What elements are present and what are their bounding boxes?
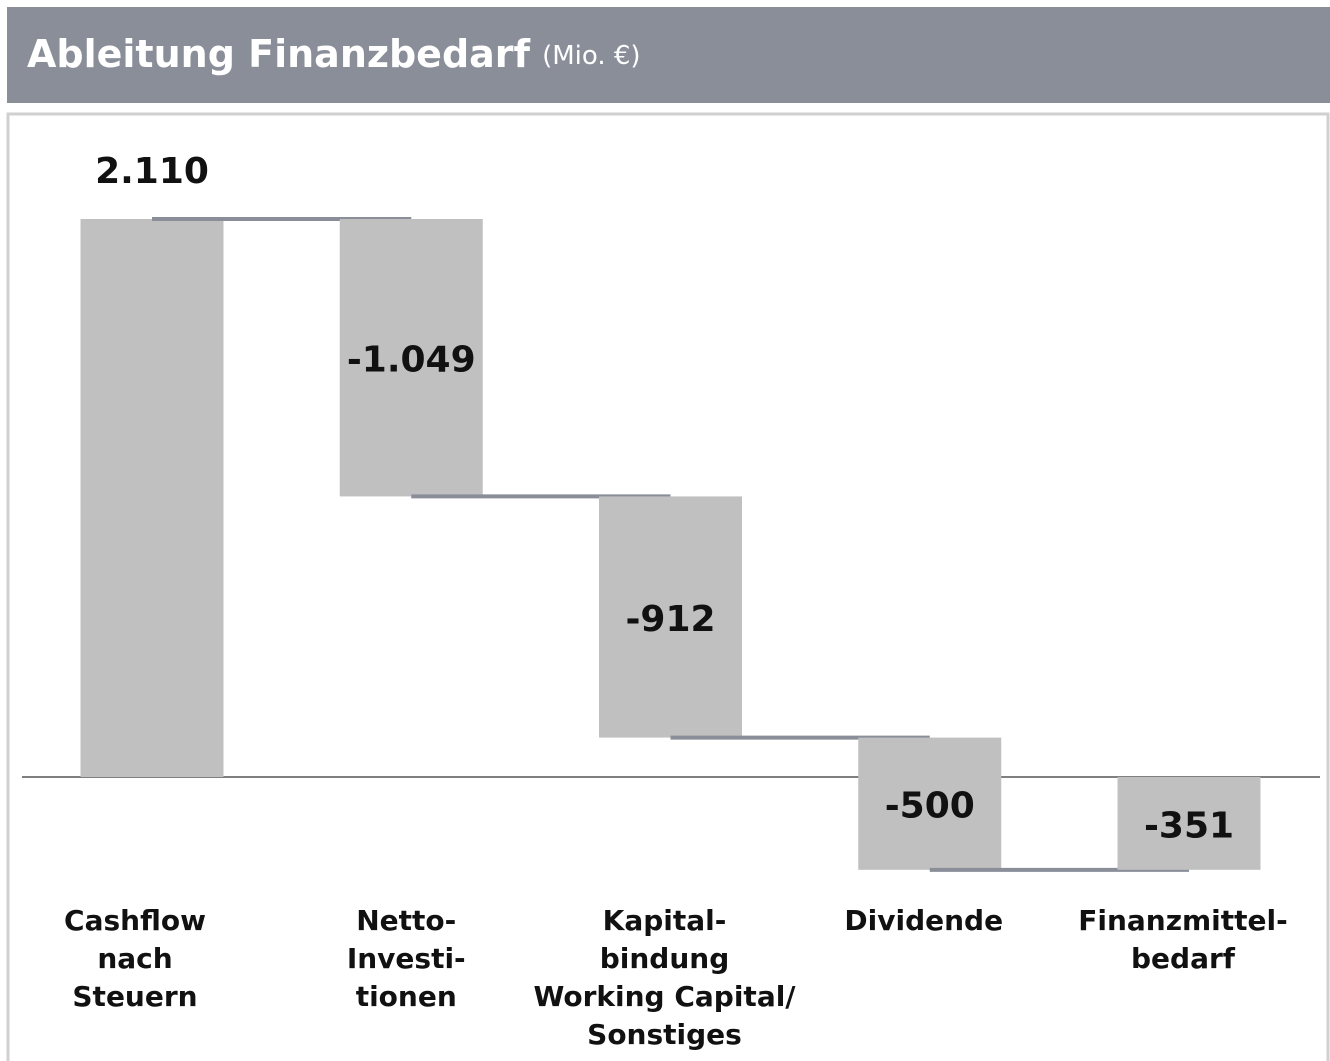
x-tick-line: Investi- — [347, 942, 466, 975]
x-tick-line: Dividende — [844, 904, 1003, 937]
value-label: 2.110 — [95, 151, 209, 192]
x-tick-line: Sonstiges — [587, 1018, 742, 1051]
x-tick-line: Netto- — [356, 904, 456, 937]
x-tick-line: Cashflow — [64, 904, 206, 937]
x-tick-line: Kapital- — [603, 904, 727, 937]
value-label: -1.049 — [347, 340, 476, 381]
x-tick-label: Kapital-bindung Working Capital/Sonstiges — [533, 904, 796, 1051]
value-label: -912 — [625, 599, 715, 640]
x-tick-line: bindung — [600, 942, 730, 975]
x-tick-label: Dividende — [844, 904, 1003, 937]
x-tick-line: Finanzmittel- — [1078, 904, 1288, 937]
bar — [599, 496, 742, 738]
x-tick-line: bedarf — [1131, 942, 1236, 975]
bar — [80, 219, 224, 777]
x-tick-label: Finanzmittel-bedarf — [1078, 904, 1288, 975]
bar — [1117, 777, 1261, 870]
chart-frame — [6, 112, 1330, 1061]
x-tick-label: Cashflow nach Steuern — [64, 904, 206, 1013]
bar — [858, 737, 1002, 870]
x-tick-line: tionen — [356, 980, 457, 1013]
x-tick-label: Netto- Investi-tionen — [347, 904, 466, 1013]
header-bar — [7, 7, 1330, 103]
chart-title: Ableitung Finanzbedarf (Mio. €) — [27, 32, 641, 76]
x-tick-line: nach — [97, 942, 172, 975]
bar — [339, 219, 483, 497]
x-tick-line: Steuern — [72, 980, 197, 1013]
subtitle: (Mio. €) — [542, 41, 640, 71]
value-label: -500 — [885, 786, 975, 827]
value-label: -351 — [1144, 805, 1234, 846]
title: Ableitung Finanzbedarf — [27, 32, 531, 76]
x-tick-line: Working Capital/ — [533, 980, 796, 1013]
